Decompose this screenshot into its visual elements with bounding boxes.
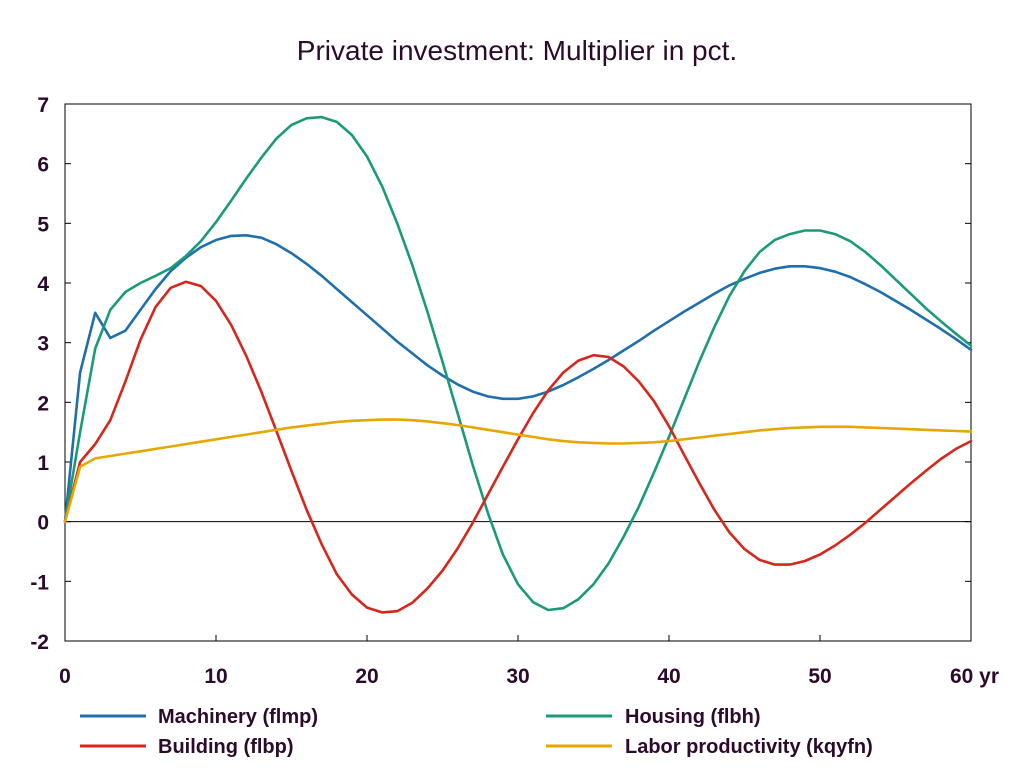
plot-frame (64, 103, 972, 642)
chart-title: Private investment: Multiplier in pct. (297, 35, 737, 66)
axes (64, 103, 972, 642)
y-tick-label: 1 (37, 452, 49, 475)
series-line-building-flbp (63, 280, 973, 614)
x-tick-label: 10 (204, 665, 227, 688)
x-tick-label: 30 (506, 665, 529, 688)
series-line-housing-flbh (63, 115, 973, 612)
ticks: -2 -1 0 1 2 3 4 5 6 7 0 10 20 30 40 50 60 yr (30, 94, 999, 688)
x-tick-label: 60 yr (950, 665, 999, 688)
series-line-machinery-flmp (63, 234, 973, 524)
y-tick-label: 6 (37, 154, 49, 177)
y-tick-label: -2 (30, 631, 49, 654)
legend-label: Machinery (flmp) (158, 706, 318, 728)
y-tick-label: 7 (37, 94, 49, 117)
series-line-labor-productivity-kqyfn (63, 418, 973, 524)
legend-label: Housing (flbh) (625, 706, 761, 728)
series-group (63, 115, 973, 614)
x-tick-label: 40 (657, 665, 680, 688)
x-tick-label: 20 (355, 665, 378, 688)
legend: Machinery (flmp) Housing (flbh) Building (… (80, 706, 873, 758)
y-tick-label: 3 (37, 333, 49, 356)
y-tick-label: 0 (37, 512, 49, 535)
y-tick-label: 5 (37, 213, 49, 236)
x-tick-label: 50 (808, 665, 831, 688)
x-tick-label: 0 (59, 665, 71, 688)
y-tick-label: 2 (37, 392, 49, 415)
legend-label: Building (flbp) (158, 736, 294, 758)
y-tick-label: -1 (30, 571, 49, 594)
y-tick-label: 4 (37, 273, 49, 296)
legend-label: Labor productivity (kqyfn) (625, 736, 873, 758)
